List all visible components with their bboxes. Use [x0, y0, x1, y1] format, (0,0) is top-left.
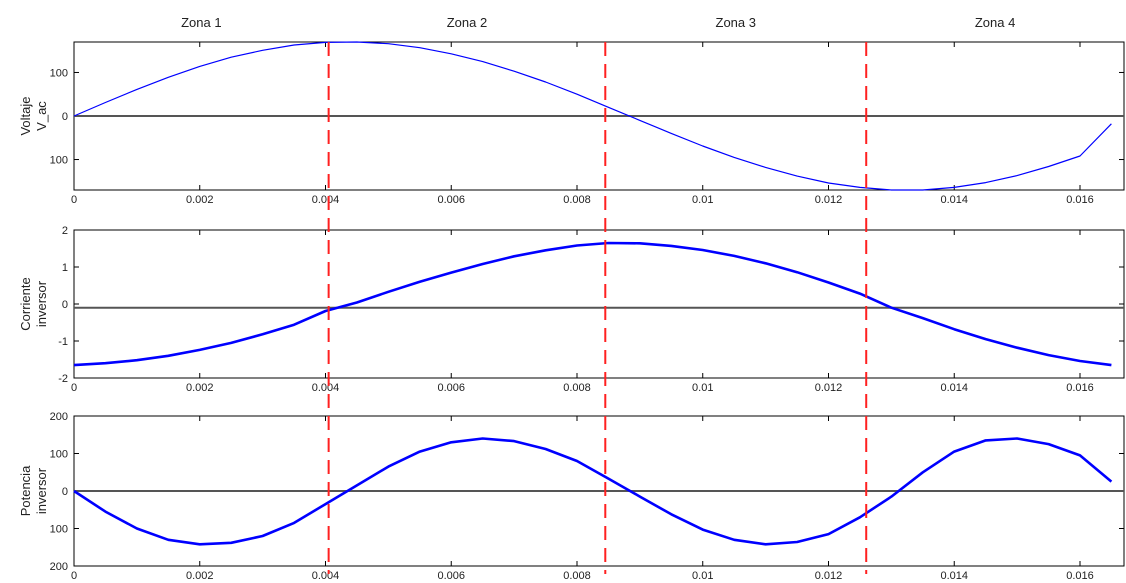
y-tick-label: 100 — [50, 155, 68, 167]
zone-label: Zona 3 — [716, 15, 756, 30]
y-tick-label: 1 — [62, 262, 68, 274]
y-tick-label: -1 — [58, 336, 68, 348]
x-tick-label: 0.004 — [312, 194, 340, 206]
x-tick-label: 0.004 — [312, 382, 340, 394]
y-tick-label: -2 — [58, 373, 68, 385]
x-tick-label: 0.006 — [437, 382, 465, 394]
x-tick-label: 0.012 — [815, 194, 843, 206]
x-tick-label: 0.016 — [1066, 570, 1094, 582]
x-tick-label: 0.01 — [692, 570, 713, 582]
x-tick-label: 0.014 — [940, 570, 968, 582]
series-line — [73, 241, 1112, 367]
axes-frame — [73, 229, 1125, 379]
x-tick-label: 0.01 — [692, 382, 713, 394]
y-tick-label: 100 — [50, 449, 68, 461]
y-tick-label: 2 — [62, 225, 68, 237]
series-line — [73, 41, 1112, 191]
y-tick-label: 0 — [62, 111, 68, 123]
x-tick-label: 0.004 — [312, 570, 340, 582]
x-tick-label: 0.002 — [186, 194, 214, 206]
y-axis-label: inversor — [34, 280, 49, 327]
zone-label: Zona 4 — [975, 15, 1015, 30]
x-tick-label: 0.014 — [940, 382, 968, 394]
x-tick-label: 0.01 — [692, 194, 713, 206]
x-tick-label: 0.008 — [563, 570, 591, 582]
x-tick-label: 0.016 — [1066, 194, 1094, 206]
x-tick-label: 0.008 — [563, 194, 591, 206]
y-tick-label: 0 — [62, 486, 68, 498]
x-tick-label: 0.012 — [815, 382, 843, 394]
x-tick-label: 0.008 — [563, 382, 591, 394]
x-tick-label: 0 — [71, 382, 77, 394]
x-tick-label: 0 — [71, 570, 77, 582]
y-tick-label: 200 — [50, 411, 68, 423]
x-tick-label: 0.014 — [940, 194, 968, 206]
x-tick-label: 0.002 — [186, 570, 214, 582]
x-tick-label: 0.006 — [437, 194, 465, 206]
x-tick-label: 0.016 — [1066, 382, 1094, 394]
x-tick-label: 0.012 — [815, 570, 843, 582]
y-tick-label: 200 — [50, 561, 68, 573]
y-axis-label: Voltaje — [18, 96, 33, 135]
y-axis-label: Corriente — [18, 277, 33, 330]
y-tick-label: 100 — [50, 524, 68, 536]
y-tick-label: 0 — [62, 299, 68, 311]
x-tick-label: 0.006 — [437, 570, 465, 582]
y-axis-label: V_ac — [34, 101, 49, 131]
y-axis-label: inversor — [34, 467, 49, 514]
x-tick-label: 0.002 — [186, 382, 214, 394]
zone-label: Zona 2 — [447, 15, 487, 30]
x-tick-label: 0 — [71, 194, 77, 206]
series-line — [73, 437, 1113, 546]
zone-label: Zona 1 — [181, 15, 221, 30]
y-axis-label: Potencia — [18, 465, 33, 516]
y-tick-label: 100 — [50, 67, 68, 79]
